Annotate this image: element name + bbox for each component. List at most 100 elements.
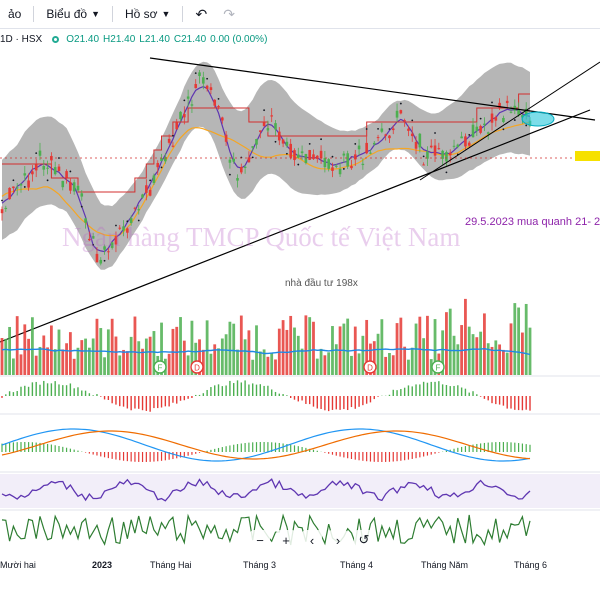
candle-body <box>53 167 57 175</box>
trendline-upper <box>149 57 596 121</box>
candle-body <box>243 166 247 168</box>
volume-bar <box>76 347 80 375</box>
volume-bar <box>42 335 46 375</box>
profile-menu-label: Hồ sơ <box>124 7 158 21</box>
chart-nav-controls: − + ‹ › ↺ <box>250 530 374 550</box>
sar-dot <box>399 102 402 105</box>
candle-body <box>167 138 171 143</box>
candle-body <box>433 145 437 156</box>
volume-bar <box>357 353 361 375</box>
toolbar-separator <box>111 6 113 22</box>
candle-body <box>114 236 118 245</box>
volume-bar <box>323 355 327 375</box>
author-note[interactable]: nhà đầu tư 198x <box>285 278 358 289</box>
candle-body <box>422 164 425 166</box>
candle-body <box>190 104 194 106</box>
sar-dot <box>194 72 197 75</box>
candle-body <box>224 134 228 142</box>
profile-menu-button[interactable]: Hồ sơ ▼ <box>117 0 178 28</box>
candle-body <box>57 166 61 172</box>
sar-dot <box>388 128 391 130</box>
candle-body <box>490 113 494 123</box>
sar-dot <box>58 157 60 159</box>
close-value: C21.40 <box>173 34 207 45</box>
change-value: 0.00 (0.00%) <box>210 34 268 45</box>
event-marker-icon <box>190 360 204 374</box>
candle-body <box>65 171 68 178</box>
volume-bar <box>198 339 201 375</box>
reset-view-button[interactable]: ↺ <box>354 530 374 550</box>
high-value: H21.40 <box>103 34 136 45</box>
candle-body <box>15 187 19 189</box>
volume-bar <box>445 312 448 375</box>
candle-body <box>110 242 114 248</box>
volume-bar <box>114 336 118 375</box>
sar-dot <box>149 179 152 182</box>
toolbar-item-partial[interactable]: ảo <box>0 0 29 28</box>
sar-dot <box>331 155 334 158</box>
candle-body <box>160 158 163 162</box>
volume-bar <box>213 344 217 375</box>
candle-body <box>464 136 467 147</box>
volume-bar <box>87 347 91 375</box>
volume-bar <box>80 340 84 375</box>
sar-dot <box>183 99 186 102</box>
volume-bar <box>376 333 380 375</box>
candle-body <box>183 114 186 118</box>
candle-body <box>240 166 243 173</box>
volume-bar <box>509 323 513 375</box>
scroll-left-button[interactable]: ‹ <box>302 530 322 550</box>
volume-bar <box>239 315 243 375</box>
volume-bar <box>236 349 239 375</box>
sar-dot <box>160 166 163 169</box>
volume-bar <box>179 317 182 375</box>
candle-body <box>312 154 315 160</box>
candle-body <box>353 154 357 160</box>
volume-bar <box>407 359 410 375</box>
zoom-in-button[interactable]: + <box>276 530 296 550</box>
volume-bar <box>441 330 445 375</box>
volume-bar <box>505 352 509 375</box>
sar-dot <box>115 224 117 227</box>
scroll-right-button[interactable]: › <box>328 530 348 550</box>
chart-menu-button[interactable]: Biểu đồ ▼ <box>38 0 108 28</box>
open-value: O21.40 <box>66 34 100 45</box>
undo-icon[interactable]: ↶ <box>195 5 208 22</box>
candle-body <box>289 143 292 158</box>
time-axis[interactable]: Mười hai 2023 Tháng Hai Tháng 3 Tháng 4 … <box>0 556 560 576</box>
volume-bar <box>429 359 433 375</box>
sar-dot <box>411 119 414 122</box>
candle-body <box>471 124 475 138</box>
volume-bar <box>513 303 517 375</box>
candle-body <box>46 167 49 169</box>
volume-bar <box>308 317 312 375</box>
sar-dot <box>35 152 38 155</box>
volume-bar <box>34 355 38 375</box>
volume-bar <box>38 346 42 375</box>
volume-bar <box>372 341 376 375</box>
candle-body <box>372 142 376 145</box>
candle-body <box>293 150 296 161</box>
candle-body <box>171 145 175 147</box>
volume-bar <box>403 346 407 375</box>
candle-body <box>467 142 471 146</box>
volume-bar <box>312 321 315 375</box>
candle-body <box>251 146 255 148</box>
candle-body <box>315 155 319 159</box>
redo-icon[interactable]: ↷ <box>223 5 235 22</box>
candle-body <box>300 151 304 154</box>
candle-body <box>437 148 441 150</box>
volume-bar <box>30 317 34 375</box>
volume-bar <box>486 343 490 375</box>
volume-bar <box>122 349 125 375</box>
volume-bar <box>327 352 331 375</box>
zoom-out-button[interactable]: − <box>250 530 270 550</box>
candle-body <box>414 141 418 149</box>
watermark-text: Ngân hàng TMCP Quốc tế Việt Nam <box>62 222 461 252</box>
candle-body <box>395 110 399 118</box>
event-marker-label: D <box>367 364 373 373</box>
symbol-label[interactable]: 1D · HSX <box>0 34 43 45</box>
volume-bar <box>201 349 205 375</box>
annotation-text[interactable]: 29.5.2023 mua quanh 21- 2 <box>465 216 600 228</box>
